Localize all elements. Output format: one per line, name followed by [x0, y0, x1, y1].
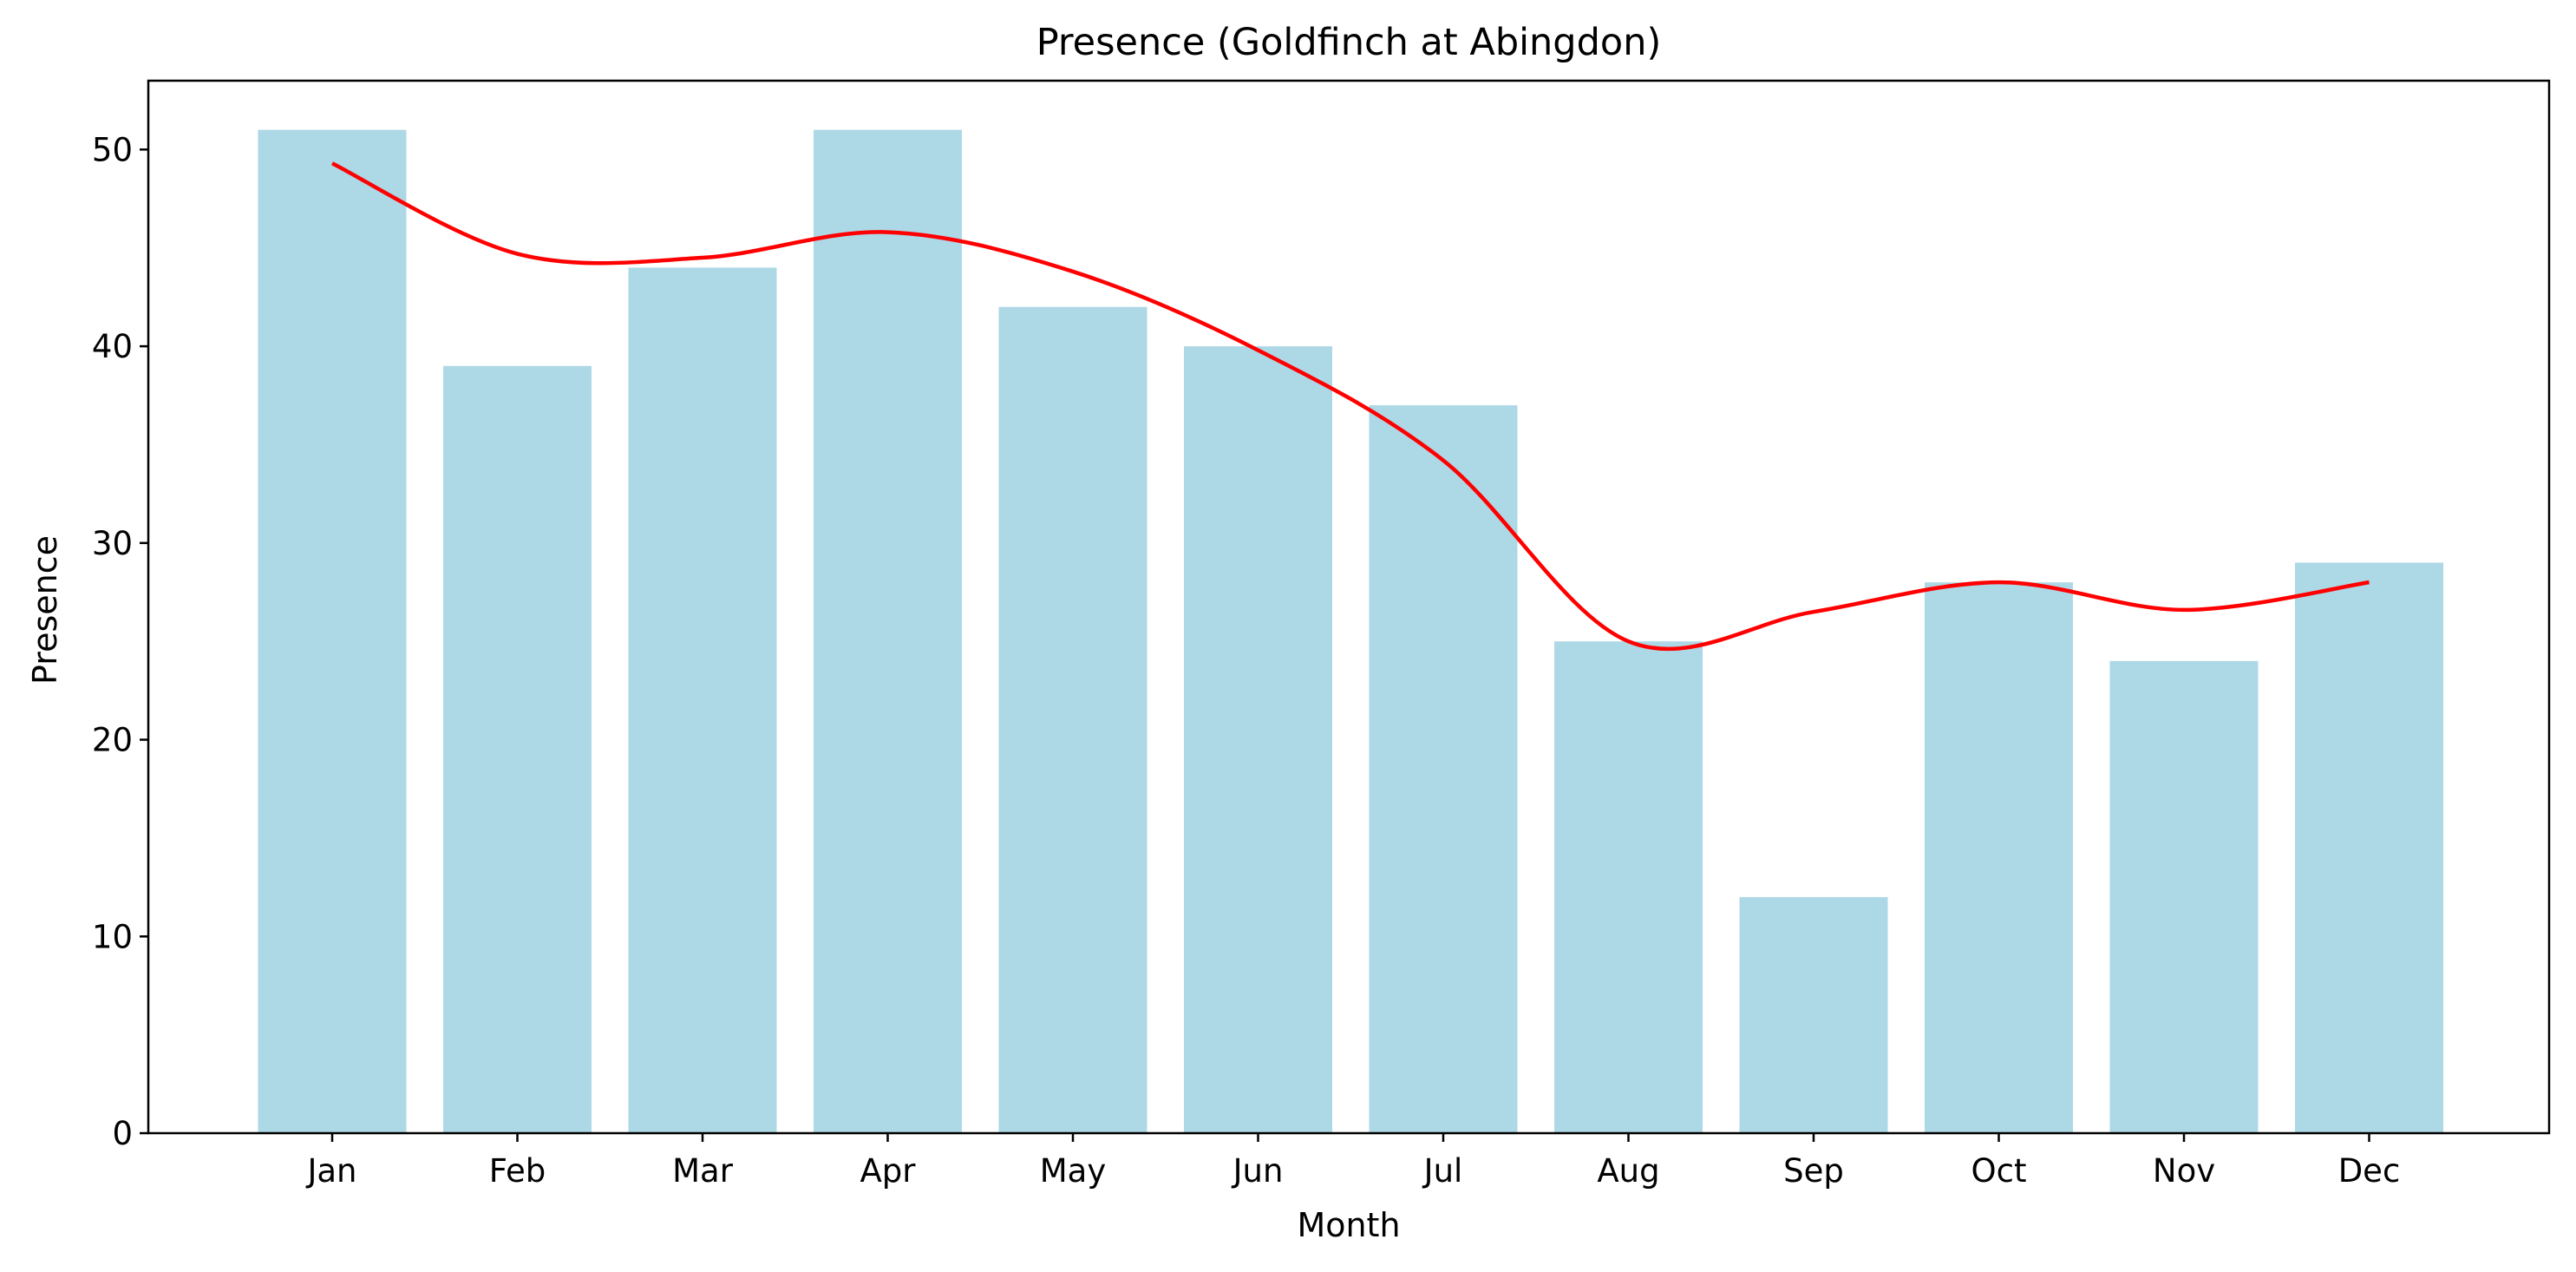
- x-tick-label: Apr: [860, 1152, 916, 1190]
- x-tick-label: Aug: [1597, 1152, 1659, 1190]
- y-axis: 0 10 20 30 40 50: [92, 131, 148, 1152]
- bar-apr: [814, 129, 962, 1133]
- x-tick-label: Dec: [2338, 1152, 2401, 1190]
- bar-nov: [2109, 660, 2259, 1133]
- bar-jan: [258, 129, 407, 1133]
- bar-oct: [1925, 582, 2073, 1133]
- x-tick-label: Feb: [489, 1152, 546, 1190]
- bar-jul: [1369, 405, 1518, 1134]
- bar-jun: [1184, 346, 1332, 1133]
- x-tick-label: Nov: [2153, 1152, 2215, 1190]
- y-tick-label: 0: [112, 1115, 133, 1152]
- y-tick-label: 30: [92, 525, 133, 562]
- x-tick-label: Jul: [1422, 1152, 1463, 1190]
- y-tick-label: 10: [92, 918, 133, 955]
- trend-line: [331, 161, 2370, 652]
- bar-aug: [1554, 641, 1703, 1133]
- bar-may: [998, 306, 1147, 1134]
- x-axis-label: Month: [1297, 1206, 1400, 1244]
- x-tick-label: Jun: [1232, 1152, 1284, 1190]
- bar-mar: [628, 267, 777, 1133]
- bar-sep: [1739, 896, 1888, 1133]
- y-tick-label: 40: [92, 328, 133, 365]
- x-tick-label: May: [1040, 1152, 1107, 1190]
- plot-frame: [147, 79, 2551, 1135]
- bar-series: [258, 129, 2443, 1134]
- y-tick-label: 20: [92, 722, 133, 759]
- x-tick-label: Sep: [1783, 1152, 1844, 1190]
- bar-dec: [2295, 562, 2443, 1133]
- x-tick-label: Jan: [305, 1152, 356, 1190]
- bar-feb: [443, 365, 592, 1133]
- y-tick-label: 50: [92, 131, 133, 168]
- x-tick-label: Mar: [672, 1152, 734, 1190]
- x-axis: Jan Feb Mar Apr May Jun Jul Aug Sep Oct Nov Dec: [305, 1133, 2400, 1190]
- y-axis-label: Presence: [26, 535, 64, 685]
- x-tick-label: Oct: [1971, 1152, 2027, 1190]
- chart-title: Presence (Goldfinch at Abingdon): [1036, 21, 1662, 64]
